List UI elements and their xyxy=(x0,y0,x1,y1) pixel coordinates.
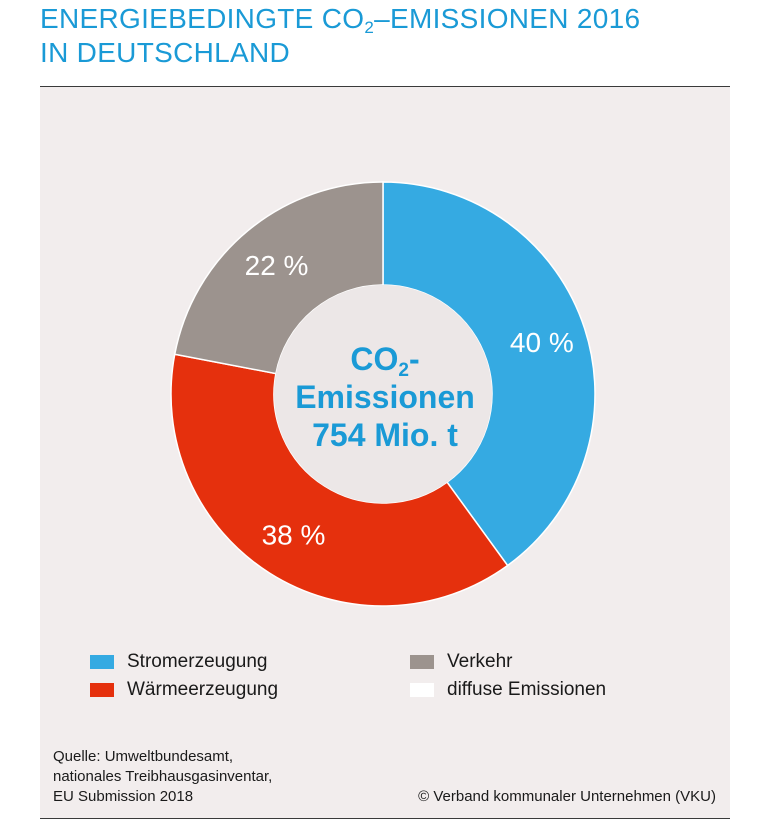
title-subscript-2: 2 xyxy=(364,18,375,37)
donut-slice-waermeerzeugung xyxy=(170,353,509,607)
chart-title: ENERGIEBEDINGTE CO2–EMISSIONEN 2016 IN D… xyxy=(40,2,640,70)
legend-item-stromerzeugung: Stromerzeugung xyxy=(90,650,410,674)
center-label-emissionen: Emissionen xyxy=(295,379,475,415)
legend-label-waermeerzeugung: Wärmeerzeugung xyxy=(127,679,279,700)
center-label-co2: CO2- xyxy=(270,340,500,381)
center-subscript-2: 2 xyxy=(398,360,409,381)
top-divider xyxy=(40,86,730,87)
source-line-2: nationales Treibhausgasinventar, xyxy=(53,768,273,785)
legend-item-verkehr: Verkehr xyxy=(410,650,710,674)
donut-label-stromerzeugung: 40 % xyxy=(510,327,574,358)
legend-label-verkehr: Verkehr xyxy=(447,651,513,672)
legend-swatch-stromerzeugung xyxy=(90,655,114,669)
legend-item-diffuse-emissionen: diffuse Emissionen xyxy=(410,678,710,702)
legend-label-diffuse-emissionen: diffuse Emissionen xyxy=(447,679,607,700)
chart-panel: 40 % 38 % 22 % CO2- Emissionen 754 Mio. t … xyxy=(40,87,730,818)
center-dash: - xyxy=(408,341,420,377)
title-line-1: ENERGIEBEDINGTE CO2–EMISSIONEN 2016 xyxy=(40,2,640,36)
chart-legend: Stromerzeugung Verkehr Wärmeerzeugung di… xyxy=(90,650,710,702)
bottom-divider xyxy=(40,818,730,819)
legend-swatch-verkehr xyxy=(410,655,434,669)
legend-swatch-waermeerzeugung xyxy=(90,683,114,697)
donut-chart: 40 % 38 % 22 % xyxy=(170,181,596,607)
donut-label-verkehr: 22 % xyxy=(245,250,309,281)
title-emissionen-year: –EMISSIONEN 2016 xyxy=(374,3,641,34)
center-co: CO xyxy=(350,341,399,377)
center-label-total: 754 Mio. t xyxy=(312,417,458,453)
donut-label-waermeerzeugung: 38 % xyxy=(262,520,326,551)
source-line-1: Quelle: Umweltbundesamt, xyxy=(53,748,234,765)
legend-item-waermeerzeugung: Wärmeerzeugung xyxy=(90,678,410,702)
source-line-3: EU Submission 2018 xyxy=(53,788,194,805)
title-co: ENERGIEBEDINGTE CO xyxy=(40,3,365,34)
copyright-note: © Verband kommunaler Unternehmen (VKU) xyxy=(418,788,716,805)
title-line-2: IN DEUTSCHLAND xyxy=(40,37,291,68)
donut-center-label: CO2- Emissionen 754 Mio. t xyxy=(270,340,500,454)
legend-swatch-diffuse-emissionen xyxy=(410,683,434,697)
donut-hole xyxy=(274,285,492,503)
legend-label-stromerzeugung: Stromerzeugung xyxy=(127,651,268,672)
source-note: Quelle: Umweltbundesamt, nationales Trei… xyxy=(53,747,272,807)
